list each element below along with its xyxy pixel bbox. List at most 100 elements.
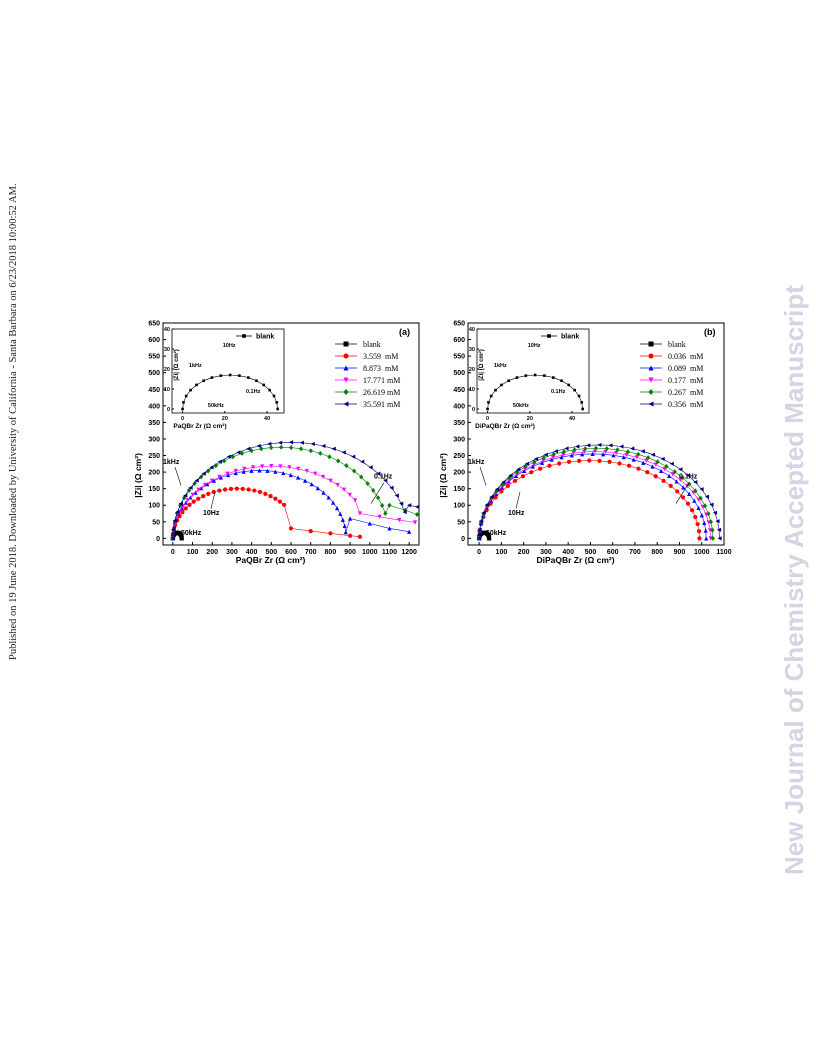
data-point: [335, 482, 340, 488]
data-point: [278, 464, 283, 469]
data-point: [241, 469, 246, 474]
data-point: [414, 504, 420, 509]
series-5: [477, 442, 722, 541]
data-point: [341, 450, 346, 455]
data-point: [344, 463, 349, 469]
inset-annotation-10hz: 10Hz: [528, 343, 541, 349]
inset-y-tick-label: 0: [472, 407, 475, 413]
data-point: [407, 529, 412, 534]
data-point: [678, 467, 683, 472]
data-point: [631, 457, 636, 462]
inset-x-tick-label: 0: [486, 416, 489, 422]
data-point: [277, 499, 283, 504]
data-point: [260, 464, 265, 469]
data-point: [680, 475, 685, 481]
data-point: [318, 450, 323, 456]
data-point: [407, 503, 412, 508]
y-tick-label: 600: [453, 337, 465, 344]
data-point: [500, 383, 503, 387]
data-point: [481, 510, 486, 515]
data-point: [698, 495, 703, 501]
data-point: [246, 446, 251, 451]
x-tick-label: 1000: [694, 549, 710, 556]
data-point: [586, 443, 591, 448]
data-point: [233, 468, 238, 474]
data-point: [650, 452, 656, 457]
data-point: [640, 449, 645, 454]
data-point: [206, 491, 211, 496]
data-point: [239, 450, 245, 456]
data-point: [597, 442, 602, 448]
data-point: [211, 489, 216, 495]
data-point: [655, 459, 660, 465]
x-tick-label: 500: [265, 549, 277, 556]
data-point: [692, 498, 697, 503]
y-axis-label: |Zi| (Ω cm²): [438, 453, 448, 498]
data-point: [533, 373, 537, 377]
data-point: [627, 463, 632, 468]
data-point: [648, 377, 654, 383]
x-tick-label: 400: [246, 549, 258, 556]
data-point: [412, 520, 418, 525]
data-point: [383, 510, 388, 516]
data-point: [242, 334, 246, 338]
data-point: [702, 520, 707, 525]
data-point: [170, 536, 175, 541]
data-point: [577, 458, 582, 463]
data-point: [660, 456, 665, 462]
data-point: [587, 458, 592, 463]
data-point: [371, 487, 376, 493]
annotation-50khz: 50kHz: [181, 530, 202, 537]
data-point: [308, 448, 313, 454]
data-point: [183, 506, 188, 511]
data-point: [182, 401, 185, 404]
x-tick-label: 0: [171, 549, 175, 556]
data-point: [194, 478, 199, 483]
data-point: [501, 479, 506, 485]
data-point: [210, 376, 214, 379]
inset-y-tick-label: 20: [469, 367, 475, 373]
data-point: [625, 449, 631, 455]
inset-x-tick-label: 20: [222, 416, 228, 422]
inset-annotation-1khz: 1kHz: [494, 363, 507, 369]
data-point: [611, 453, 616, 458]
data-point: [226, 472, 231, 478]
data-point: [228, 486, 234, 491]
y-tick-label: 200: [453, 470, 465, 477]
data-point: [191, 499, 196, 504]
data-point: [196, 487, 201, 492]
data-point: [263, 491, 268, 496]
data-point: [506, 479, 511, 484]
legend-entry: blank: [668, 340, 686, 349]
data-point: [328, 478, 333, 483]
data-point: [499, 489, 504, 494]
data-point: [360, 459, 365, 464]
data-point: [268, 494, 273, 499]
data-point: [686, 473, 691, 478]
data-point: [681, 485, 686, 490]
data-point: [693, 479, 698, 485]
data-point: [529, 470, 534, 475]
data-point: [273, 469, 278, 474]
data-point: [288, 440, 294, 445]
data-point: [252, 488, 257, 493]
data-point: [619, 444, 624, 449]
data-point: [233, 470, 238, 476]
data-point: [560, 379, 563, 383]
data-point: [175, 509, 180, 515]
data-point: [532, 459, 537, 465]
data-point: [201, 471, 206, 476]
data-point: [347, 492, 352, 497]
data-point: [347, 533, 353, 538]
inset-y-tick-label: 30: [164, 347, 170, 353]
data-point: [489, 495, 494, 501]
data-point: [315, 486, 320, 491]
x-tick-label: 700: [629, 549, 641, 556]
y-tick-label: 0: [156, 536, 160, 543]
data-point: [321, 474, 326, 480]
legend-entry: 0.036 mM: [668, 352, 703, 361]
data-point: [699, 487, 704, 492]
x-tick-label: 400: [562, 549, 574, 556]
x-tick-label: 1000: [362, 549, 378, 556]
data-point: [477, 527, 482, 532]
